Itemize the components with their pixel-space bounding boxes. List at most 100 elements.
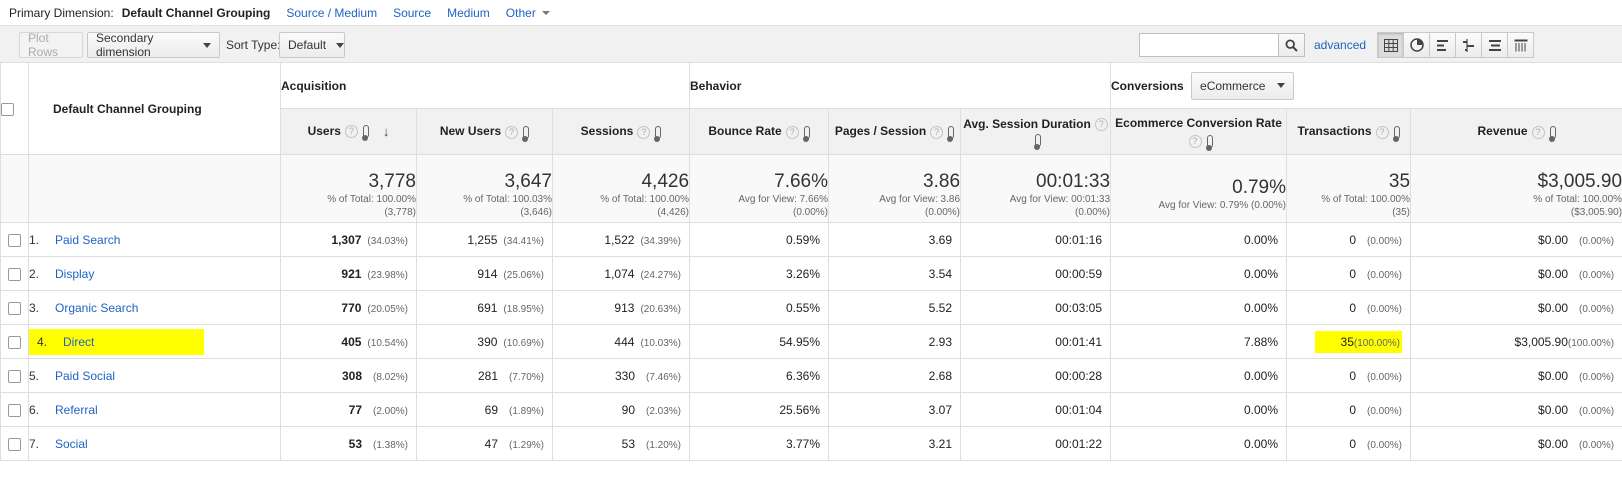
dimension-medium[interactable]: Medium (447, 5, 490, 20)
row-checkbox[interactable] (8, 403, 21, 417)
table-row: 5. Paid Social 308 (8.02%) 281 (7.70%) 330 (… (0, 358, 1622, 393)
row-new-users: 47 (1.29%) (416, 426, 553, 461)
col-header-new-users[interactable]: New Users? (416, 108, 553, 155)
row-users-value: 308 (341, 368, 362, 383)
row-ecom-conv-rate: 0.00% (1110, 358, 1288, 393)
row-users-value: 1,307 (331, 232, 362, 247)
help-icon[interactable]: ? (930, 125, 944, 139)
dimension-default-channel-grouping[interactable]: Default Channel Grouping (121, 5, 271, 29)
dimension-source-medium[interactable]: Source / Medium (286, 5, 378, 20)
row-users: 770 (20.05%) (280, 290, 417, 325)
row-dimension-link[interactable]: Paid Search (55, 232, 121, 247)
row-ecom-conv-rate: 0.00% (1110, 426, 1288, 461)
totals-row: 3,778% of Total: 100.00% (3,778) 3,647% o… (0, 154, 1622, 223)
row-revenue: $0.00 (0.00%) (1410, 392, 1622, 427)
help-icon[interactable]: ? (785, 125, 799, 139)
search-icon (1285, 38, 1298, 52)
total-avg-session-duration-value: 00:01:33 (1036, 170, 1111, 192)
dimension-other-label: Other (505, 5, 536, 20)
thermometer-icon[interactable] (654, 125, 662, 142)
col-header-ecom-conv-rate[interactable]: Ecommerce Conversion Rate ? (1110, 108, 1288, 155)
totals-checkbox-cell (0, 154, 29, 223)
table-toolbar: Plot Rows Secondary dimension Sort Type:… (0, 26, 1622, 64)
col-header-pages-session[interactable]: Pages / Session? (828, 108, 962, 155)
row-new-users-value: 69 (484, 402, 498, 417)
thermometer-icon[interactable] (947, 125, 955, 142)
row-checkbox[interactable] (8, 335, 21, 349)
total-bounce-rate-value: 7.66% (774, 170, 829, 192)
sort-desc-icon: ↓ (382, 124, 390, 140)
row-dimension-link[interactable]: Social (55, 436, 88, 451)
thermometer-icon[interactable] (1034, 133, 1042, 150)
help-icon[interactable]: ? (1375, 125, 1389, 139)
conversions-label: Conversions (1111, 78, 1184, 93)
row-dimension-link[interactable]: Paid Social (55, 368, 116, 383)
thermometer-icon[interactable] (802, 125, 810, 142)
row-users-value: 53 (348, 436, 362, 451)
row-transactions: 0 (0.00%) (1286, 256, 1412, 291)
row-sessions: 444 (10.03%) (551, 324, 691, 359)
total-transactions-sub2: (35) (1392, 206, 1411, 218)
row-index: 3. (29, 300, 40, 315)
advanced-filter-link[interactable]: advanced (1314, 38, 1367, 52)
row-new-users: 1,255 (34.41%) (416, 222, 553, 257)
row-revenue-pct: (100.00%) (1567, 337, 1615, 349)
secondary-dimension-dropdown[interactable]: Secondary dimension (87, 31, 220, 59)
help-icon[interactable]: ? (344, 125, 358, 139)
col-header-bounce-rate[interactable]: Bounce Rate? (689, 108, 830, 155)
row-ecom-conv-rate: 0.00% (1110, 392, 1288, 427)
table-view-button[interactable] (1377, 32, 1404, 58)
dimension-column-header[interactable]: Default Channel Grouping (28, 62, 281, 155)
col-header-users[interactable]: Users? ↓ (280, 108, 417, 155)
term-cloud-view-button[interactable] (1481, 32, 1508, 58)
row-sessions-pct: (7.46%) (646, 371, 682, 383)
table-row: 7. Social 53 (1.38%) 47 (1.29%) 53 (1.20%) 3… (0, 426, 1622, 461)
row-sessions-value: 1,074 (604, 266, 635, 281)
row-dimension-link[interactable]: Organic Search (55, 300, 139, 315)
col-header-sessions[interactable]: Sessions? (551, 108, 691, 155)
search-button[interactable] (1278, 33, 1305, 57)
select-all-checkbox[interactable] (1, 102, 14, 116)
sort-type-value: Default (288, 38, 327, 52)
row-checkbox[interactable] (8, 233, 21, 247)
dimension-source[interactable]: Source (393, 5, 432, 20)
row-checkbox[interactable] (8, 267, 21, 281)
sort-type-dropdown[interactable]: Default (279, 32, 345, 58)
col-header-avg-session-duration[interactable]: Avg. Session Duration? (960, 108, 1112, 155)
row-checkbox[interactable] (8, 301, 21, 315)
row-avg-session-duration: 00:01:41 (960, 324, 1112, 359)
row-avg-session-duration: 00:03:05 (960, 290, 1112, 325)
thermometer-icon[interactable] (1548, 125, 1556, 142)
thermometer-icon[interactable] (1392, 125, 1400, 142)
plot-rows-button[interactable]: Plot Rows (19, 31, 83, 59)
row-checkbox[interactable] (8, 437, 21, 451)
pivot-view-button[interactable] (1507, 32, 1534, 58)
thermometer-icon[interactable] (522, 125, 530, 142)
help-icon[interactable]: ? (1188, 134, 1202, 148)
row-users-pct: (2.00%) (372, 405, 408, 417)
row-dimension-link[interactable]: Referral (55, 402, 98, 417)
table-search-input[interactable] (1139, 33, 1279, 57)
col-header-transactions[interactable]: Transactions? (1286, 108, 1412, 155)
dimension-other-dropdown[interactable]: Other (506, 6, 550, 20)
col-header-revenue[interactable]: Revenue? (1410, 108, 1622, 155)
help-icon[interactable]: ? (637, 125, 651, 139)
thermometer-icon[interactable] (361, 125, 369, 142)
comparison-view-button[interactable] (1455, 32, 1482, 58)
help-icon[interactable]: ? (1531, 125, 1545, 139)
row-sessions: 90 (2.03%) (551, 392, 691, 427)
row-users-pct: (8.02%) (372, 371, 408, 383)
conversions-goal-dropdown[interactable]: eCommerce (1191, 71, 1295, 100)
row-users: 77 (2.00%) (280, 392, 417, 427)
help-icon[interactable]: ? (505, 125, 519, 139)
row-dimension-link[interactable]: Display (55, 266, 95, 281)
row-dimension-link[interactable]: Direct (63, 334, 95, 349)
bar-view-button[interactable] (1429, 32, 1456, 58)
pie-view-button[interactable] (1403, 32, 1430, 58)
help-icon[interactable]: ? (1094, 117, 1108, 131)
row-revenue: $0.00 (0.00%) (1410, 358, 1622, 393)
row-ecom-conv-rate: 0.00% (1110, 256, 1288, 291)
row-checkbox[interactable] (8, 369, 21, 383)
row-transactions-value: 0 (1349, 436, 1357, 451)
thermometer-icon[interactable] (1205, 134, 1213, 151)
